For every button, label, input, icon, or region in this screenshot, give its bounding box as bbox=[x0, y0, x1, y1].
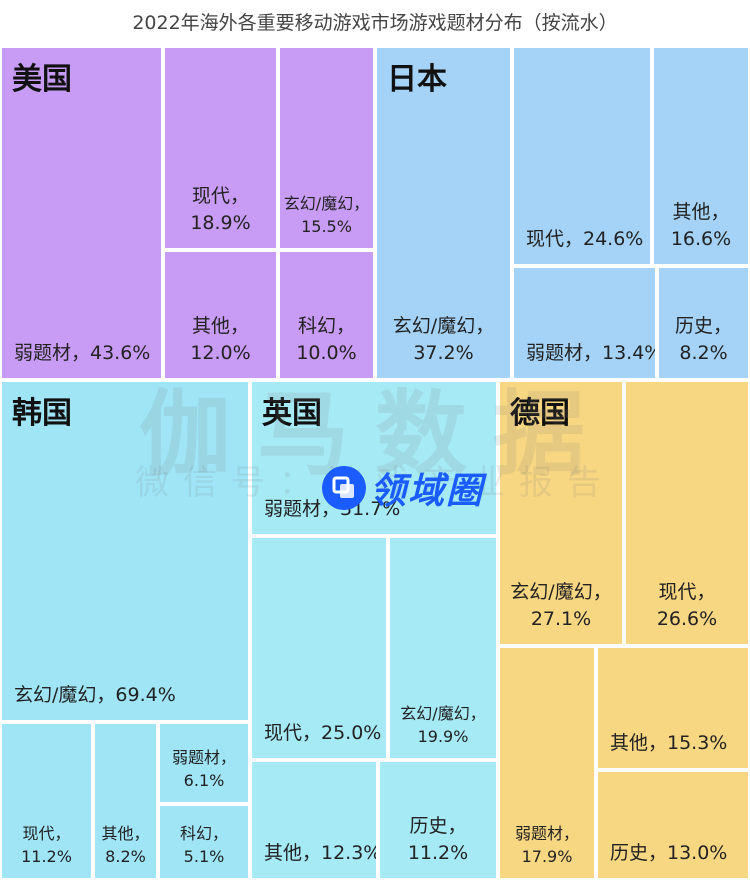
treemap-cell-uk-3: 其他，12.3% bbox=[250, 760, 378, 880]
treemap-cell-germany-2: 弱题材， 17.9% bbox=[498, 646, 596, 880]
segment-label: 弱题材，13.4% bbox=[526, 342, 657, 365]
chart-title: 2022年海外各重要移动游戏市场游戏题材分布（按流水） bbox=[132, 12, 618, 34]
brand-logo: 领域圈 bbox=[322, 462, 484, 514]
treemap-cell-korea-4: 科幻， 5.1% bbox=[158, 804, 250, 880]
treemap-cell-korea-1: 现代， 11.2% bbox=[0, 722, 93, 880]
segment-label: 其他，12.3% bbox=[264, 842, 378, 865]
segment-label: 现代，24.6% bbox=[526, 228, 644, 251]
brand-icon bbox=[322, 466, 366, 510]
segment-label: 科幻， 10.0% bbox=[296, 314, 357, 365]
segment-label: 其他， 8.2% bbox=[101, 823, 150, 866]
treemap-cell-japan-1: 现代，24.6% bbox=[512, 46, 652, 266]
treemap-cell-uk-4: 历史， 11.2% bbox=[378, 760, 498, 880]
treemap-cell-korea-2: 其他， 8.2% bbox=[93, 722, 158, 880]
segment-label: 其他， 12.0% bbox=[190, 314, 251, 365]
segment-label: 玄幻/魔幻， 27.1% bbox=[510, 580, 612, 631]
treemap: 美国弱题材，43.6% 现代， 18.9% 玄幻/魔幻， 15.5% 其他， 12.0% 科幻… bbox=[0, 46, 750, 880]
treemap-cell-uk-1: 现代，25.0% bbox=[250, 536, 388, 760]
market-name-uk: 英国 bbox=[262, 396, 322, 431]
segment-label: 弱题材，31.7% bbox=[264, 498, 401, 521]
market-name-korea: 韩国 bbox=[12, 396, 72, 431]
treemap-cell-japan-4: 历史， 8.2% bbox=[657, 266, 750, 380]
treemap-cell-germany-3: 其他，15.3% bbox=[596, 646, 750, 770]
treemap-cell-germany-1: 现代， 26.6% bbox=[624, 380, 750, 646]
brand-text: 领域圈 bbox=[370, 471, 485, 512]
segment-label: 其他， 16.6% bbox=[670, 200, 732, 251]
treemap-cell-usa-1: 现代， 18.9% bbox=[163, 46, 278, 250]
segment-label: 现代， 18.9% bbox=[190, 184, 251, 235]
treemap-cell-japan-0: 日本玄幻/魔幻， 37.2% bbox=[375, 46, 512, 380]
segment-label: 现代，25.0% bbox=[264, 722, 382, 745]
segment-label: 现代， 26.6% bbox=[656, 580, 718, 631]
segment-label: 玄幻/魔幻， 19.9% bbox=[400, 703, 486, 746]
treemap-cell-usa-0: 美国弱题材，43.6% bbox=[0, 46, 163, 380]
treemap-cell-uk-2: 玄幻/魔幻， 19.9% bbox=[388, 536, 498, 760]
treemap-cell-japan-2: 其他， 16.6% bbox=[652, 46, 750, 266]
treemap-cell-usa-2: 玄幻/魔幻， 15.5% bbox=[278, 46, 375, 250]
segment-label: 现代， 11.2% bbox=[21, 823, 72, 866]
market-name-japan: 日本 bbox=[387, 62, 447, 97]
segment-label: 弱题材，43.6% bbox=[14, 342, 151, 365]
segment-label: 玄幻/魔幻， 37.2% bbox=[392, 314, 495, 365]
market-name-usa: 美国 bbox=[12, 62, 72, 97]
segment-label: 其他，15.3% bbox=[610, 732, 728, 755]
treemap-cell-korea-0: 韩国玄幻/魔幻，69.4% bbox=[0, 380, 250, 722]
treemap-cell-germany-4: 历史，13.0% bbox=[596, 770, 750, 880]
treemap-cell-usa-4: 科幻， 10.0% bbox=[278, 250, 375, 380]
segment-label: 历史， 11.2% bbox=[407, 814, 469, 865]
treemap-cell-usa-3: 其他， 12.0% bbox=[163, 250, 278, 380]
segment-label: 玄幻/魔幻， 15.5% bbox=[283, 193, 370, 236]
treemap-cell-korea-3: 弱题材， 6.1% bbox=[158, 722, 250, 804]
segment-label: 玄幻/魔幻，69.4% bbox=[14, 684, 176, 707]
market-name-germany: 德国 bbox=[510, 396, 570, 431]
segment-label: 科幻， 5.1% bbox=[179, 823, 228, 866]
treemap-cell-uk-0: 英国弱题材，31.7% bbox=[250, 380, 498, 536]
treemap-cell-germany-0: 德国玄幻/魔幻， 27.1% bbox=[498, 380, 624, 646]
segment-label: 弱题材， 6.1% bbox=[171, 747, 236, 790]
segment-label: 弱题材， 17.9% bbox=[514, 823, 579, 866]
treemap-cell-japan-3: 弱题材，13.4% bbox=[512, 266, 657, 380]
segment-label: 历史，13.0% bbox=[610, 842, 728, 865]
segment-label: 历史， 8.2% bbox=[674, 314, 732, 365]
